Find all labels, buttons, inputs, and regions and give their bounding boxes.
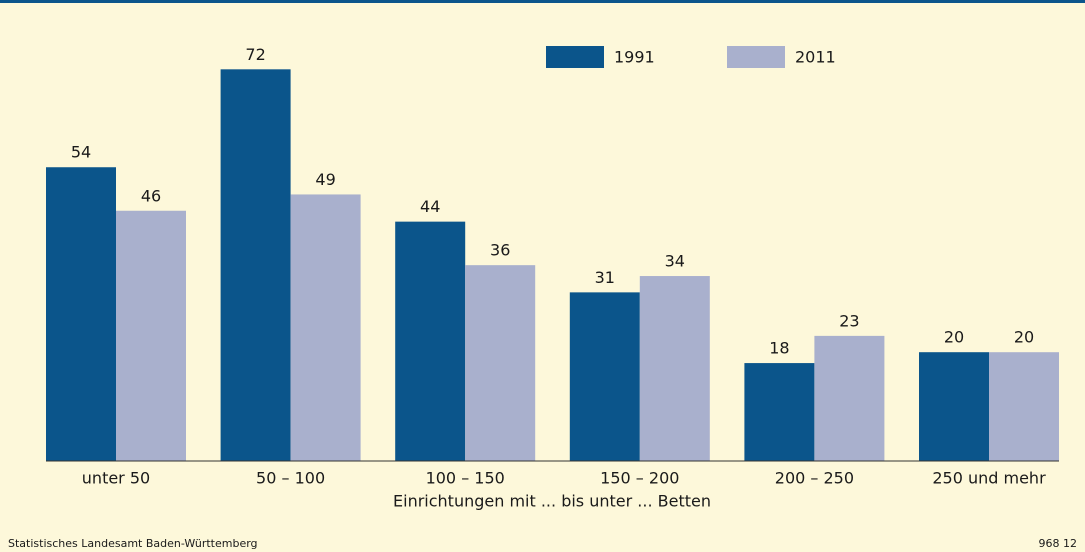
bar <box>465 265 536 461</box>
data-label: 18 <box>769 339 789 358</box>
data-label: 20 <box>1014 328 1034 347</box>
x-tick-label: unter 50 <box>82 469 150 488</box>
data-label: 49 <box>315 170 335 189</box>
x-axis-title: Einrichtungen mit ... bis unter ... Bett… <box>393 492 711 511</box>
data-label: 31 <box>595 268 615 287</box>
legend-swatch <box>727 46 785 68</box>
source: Statistisches Landesamt Baden-Württember… <box>8 537 258 550</box>
x-tick-label: 150 – 200 <box>600 469 679 488</box>
bar <box>116 210 186 461</box>
top-rule <box>0 0 1085 3</box>
bar <box>395 221 466 461</box>
x-tick-label: 200 – 250 <box>775 469 854 488</box>
legend-swatch <box>546 46 604 68</box>
bar <box>290 194 361 461</box>
data-label: 23 <box>839 311 859 330</box>
data-label: 72 <box>245 45 265 64</box>
legend-label: 1991 <box>614 48 655 67</box>
bar <box>814 335 885 461</box>
data-label: 46 <box>141 186 161 205</box>
x-tick-label: 50 – 100 <box>256 469 325 488</box>
legend-label: 2011 <box>795 48 836 67</box>
data-label: 44 <box>420 197 440 216</box>
bar <box>639 276 710 461</box>
bar <box>46 167 116 462</box>
bar <box>220 69 291 461</box>
data-label: 54 <box>71 143 91 162</box>
x-tick-label: 100 – 150 <box>426 469 505 488</box>
bar <box>744 363 815 461</box>
data-label: 34 <box>665 252 685 271</box>
bar <box>919 352 989 461</box>
data-label: 36 <box>490 241 510 260</box>
bar <box>989 352 1059 461</box>
data-label: 20 <box>944 328 964 347</box>
x-tick-label: 250 und mehr <box>932 469 1046 488</box>
code: 968 12 <box>1039 537 1078 550</box>
bar <box>569 292 640 461</box>
